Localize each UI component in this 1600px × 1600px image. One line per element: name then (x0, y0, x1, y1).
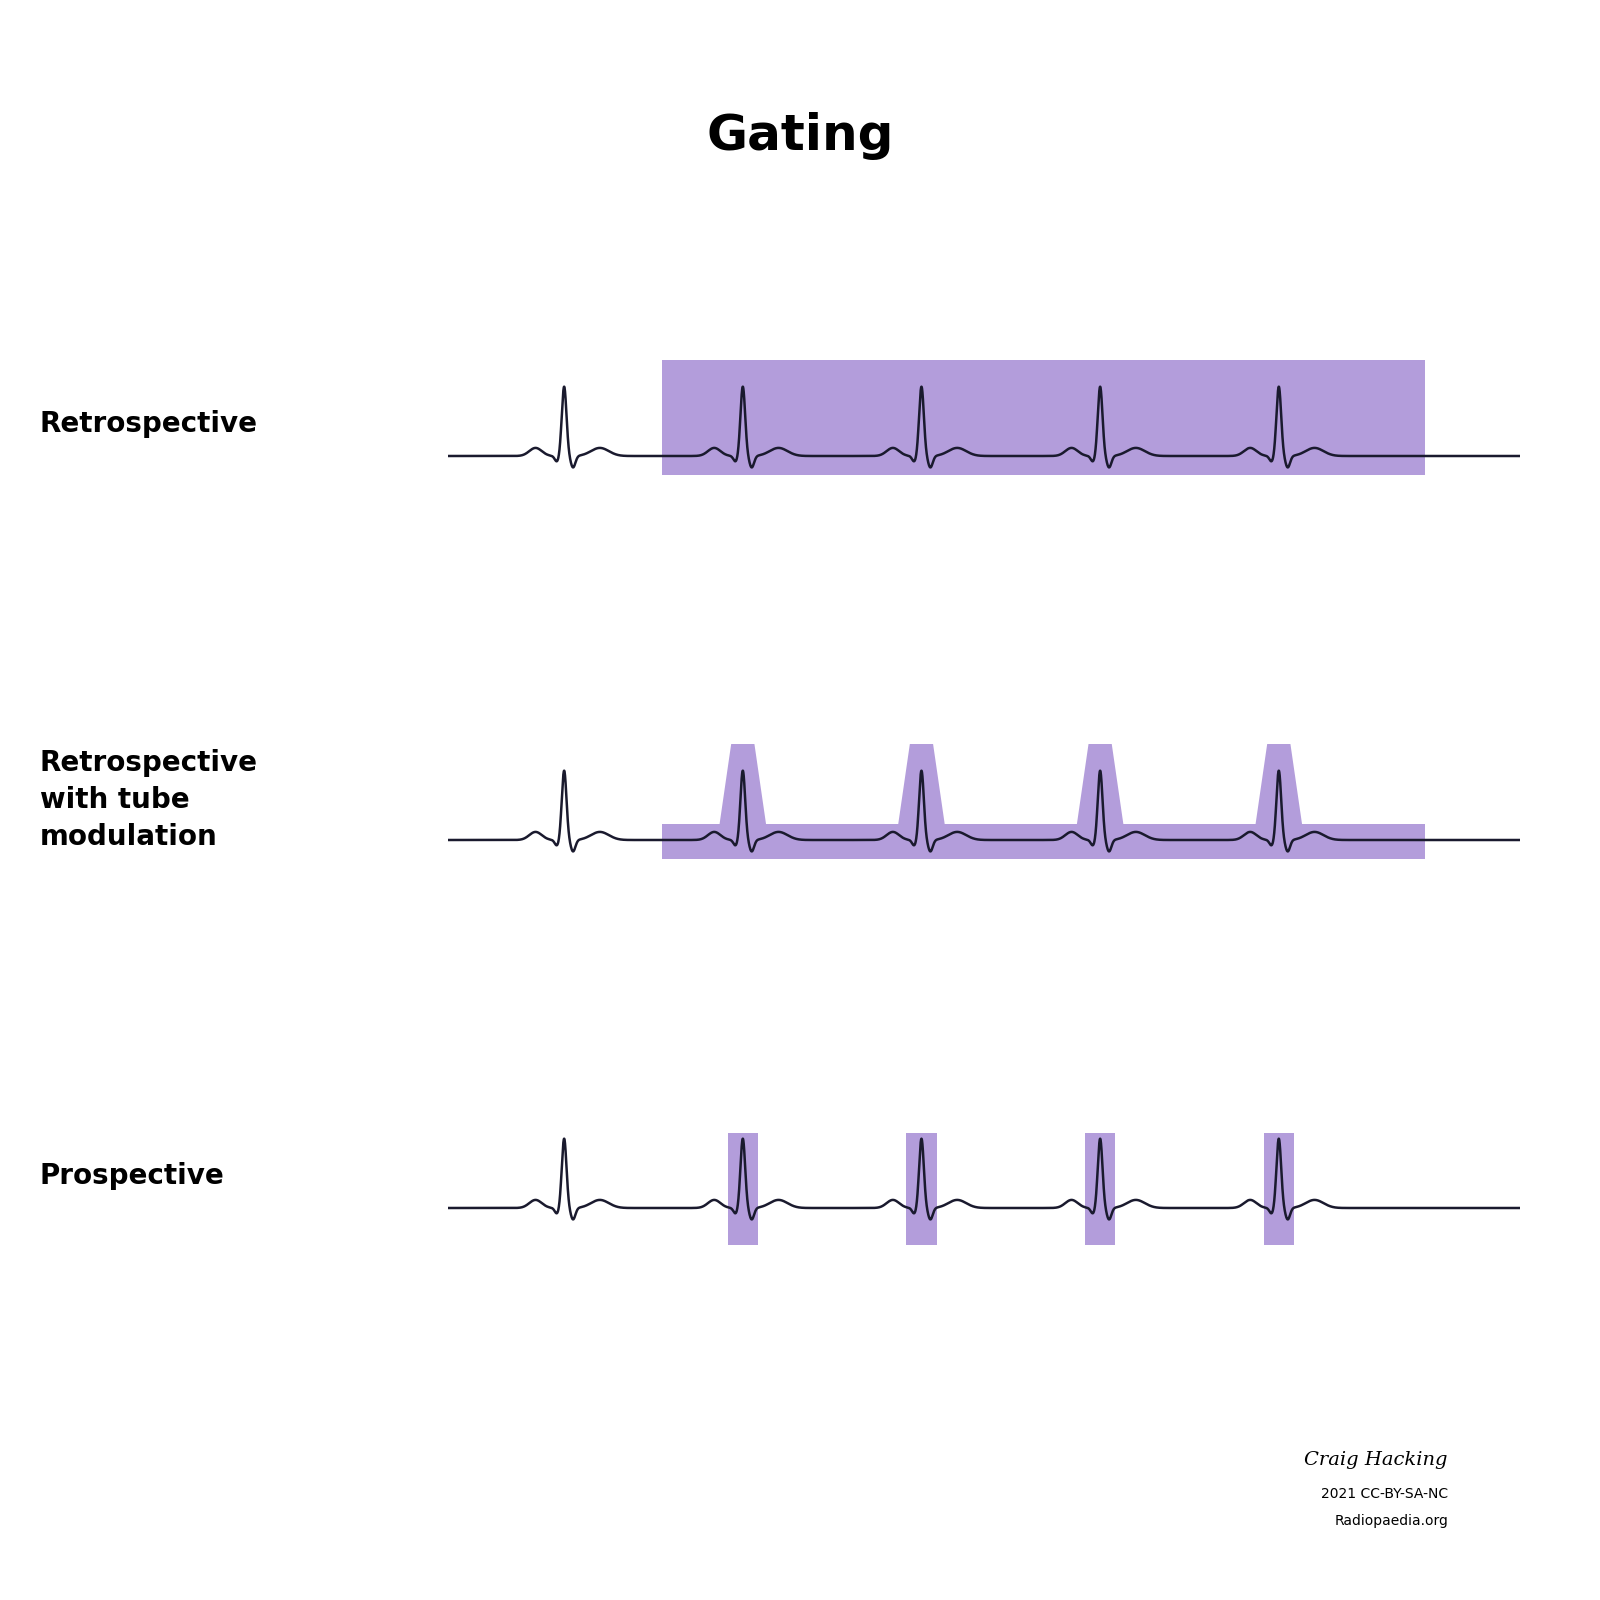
Text: Prospective: Prospective (40, 1162, 224, 1190)
Bar (1085, 1133, 1115, 1245)
Text: 2021 CC-BY-SA-NC: 2021 CC-BY-SA-NC (1322, 1486, 1448, 1501)
Text: Craig Hacking: Craig Hacking (1304, 1451, 1448, 1469)
Bar (662, 360, 1426, 475)
Bar (906, 1133, 936, 1245)
Polygon shape (898, 744, 944, 824)
Bar (1264, 1133, 1294, 1245)
Text: Gating: Gating (706, 112, 894, 160)
Polygon shape (720, 744, 766, 824)
Text: Retrospective
with tube
modulation: Retrospective with tube modulation (40, 749, 258, 851)
Polygon shape (1077, 744, 1123, 824)
Text: Radiopaedia.org: Radiopaedia.org (1334, 1514, 1448, 1528)
Polygon shape (1256, 744, 1302, 824)
Text: Retrospective: Retrospective (40, 410, 258, 438)
Bar (728, 1133, 758, 1245)
Bar (662, 824, 1426, 859)
